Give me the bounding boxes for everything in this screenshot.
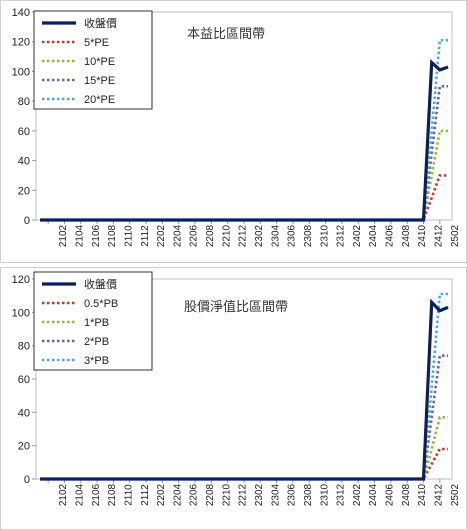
x-tick-label: 2104 bbox=[74, 483, 85, 506]
x-tick-label: 2212 bbox=[238, 483, 249, 506]
y-tick-label: 140 bbox=[12, 7, 30, 19]
x-tick-label: 2102 bbox=[58, 224, 69, 247]
x-tick-label: 2412 bbox=[434, 483, 445, 506]
x-tick-label: 2106 bbox=[91, 224, 102, 247]
x-tick-label: 2402 bbox=[352, 483, 363, 506]
x-tick-label: 2204 bbox=[172, 224, 183, 247]
x-tick-label: 2204 bbox=[172, 483, 183, 506]
x-tick-label: 2312 bbox=[336, 483, 347, 506]
x-tick-label: 2306 bbox=[287, 483, 298, 506]
legend-label: 10*PE bbox=[84, 56, 115, 68]
x-tick-label: 2310 bbox=[319, 483, 330, 506]
legend-label: 收盤價 bbox=[84, 16, 117, 30]
y-tick-label: 120 bbox=[12, 274, 30, 286]
x-tick-label: 2206 bbox=[189, 224, 200, 247]
x-tick-label: 2410 bbox=[417, 224, 428, 247]
x-tick-label: 2308 bbox=[303, 483, 314, 506]
x-tick-label: 2402 bbox=[352, 224, 363, 247]
y-tick-label: 20 bbox=[18, 185, 30, 197]
legend-label: 5*PE bbox=[84, 37, 109, 49]
x-tick-label: 2306 bbox=[287, 224, 298, 247]
x-tick-label: 2304 bbox=[270, 483, 281, 506]
y-tick-label: 120 bbox=[12, 37, 30, 49]
x-tick-label: 2406 bbox=[385, 224, 396, 247]
chart-title: 本益比區間帶 bbox=[187, 26, 265, 41]
x-tick-label: 2202 bbox=[156, 224, 167, 247]
x-tick-label: 2206 bbox=[189, 483, 200, 506]
x-tick-label: 2412 bbox=[434, 224, 445, 247]
y-tick-label: 80 bbox=[18, 341, 30, 353]
x-tick-label: 2302 bbox=[254, 224, 265, 247]
x-tick-label: 2502 bbox=[450, 224, 461, 247]
y-tick-label: 100 bbox=[12, 307, 30, 319]
x-tick-label: 2112 bbox=[140, 484, 151, 506]
x-tick-label: 2302 bbox=[254, 483, 265, 506]
x-tick-label: 2502 bbox=[450, 483, 461, 506]
x-tick-label: 2410 bbox=[417, 483, 428, 506]
y-tick-label: 80 bbox=[18, 96, 30, 108]
legend-label: 3*PB bbox=[84, 355, 109, 367]
x-tick-label: 2110 bbox=[123, 225, 134, 247]
y-tick-label: 60 bbox=[18, 126, 30, 138]
series-line-0 bbox=[40, 298, 449, 481]
x-tick-label: 2304 bbox=[270, 224, 281, 247]
legend-label: 1*PB bbox=[84, 317, 109, 329]
x-tick-label: 2408 bbox=[401, 483, 412, 506]
x-tick-label: 2408 bbox=[401, 224, 412, 247]
x-tick-label: 2112 bbox=[140, 225, 151, 247]
x-tick-label: 2210 bbox=[221, 483, 232, 506]
x-tick-label: 2110 bbox=[123, 484, 134, 506]
y-tick-label: 0 bbox=[24, 474, 30, 486]
x-tick-label: 2210 bbox=[221, 224, 232, 247]
y-tick-label: 100 bbox=[12, 66, 30, 78]
pb-band-chart: 0 20 40 60 80 100 120 2102 2104 2106 2108 2110 2112 2… bbox=[0, 267, 467, 530]
series-line-0 bbox=[40, 59, 449, 222]
x-tick-label: 2208 bbox=[205, 224, 216, 247]
x-tick-label: 2102 bbox=[58, 483, 69, 506]
x-tick-label: 2406 bbox=[385, 483, 396, 506]
x-tick-label: 2202 bbox=[156, 483, 167, 506]
pe-band-chart: 0 20 40 60 80 100 120 140 2102 2104 2106 2108 2110 21… bbox=[0, 0, 467, 263]
legend-label: 20*PE bbox=[84, 94, 115, 106]
y-tick-label: 40 bbox=[18, 407, 30, 419]
chart-title: 股價淨值比區間帶 bbox=[184, 299, 288, 314]
x-tick-label: 2208 bbox=[205, 483, 216, 506]
x-tick-label: 2212 bbox=[238, 224, 249, 247]
legend-label: 收盤價 bbox=[84, 277, 117, 291]
pe-band-chart-svg: 0 20 40 60 80 100 120 140 2102 2104 2106 2108 2110 21… bbox=[0, 0, 467, 263]
y-tick-label: 40 bbox=[18, 156, 30, 168]
x-tick-label: 2104 bbox=[74, 224, 85, 247]
pb-band-chart-svg: 0 20 40 60 80 100 120 2102 2104 2106 2108 2110 2112 2… bbox=[0, 267, 467, 530]
y-tick-label: 0 bbox=[24, 215, 30, 227]
y-tick-label: 60 bbox=[18, 374, 30, 386]
legend-label: 0.5*PB bbox=[84, 298, 118, 310]
x-tick-label: 2312 bbox=[336, 224, 347, 247]
x-tick-label: 2404 bbox=[368, 224, 379, 247]
y-tick-label: 20 bbox=[18, 441, 30, 453]
legend-label: 2*PB bbox=[84, 336, 109, 348]
x-tick-label: 2308 bbox=[303, 224, 314, 247]
legend-label: 15*PE bbox=[84, 75, 115, 87]
x-tick-label: 2108 bbox=[107, 483, 118, 506]
x-tick-label: 2108 bbox=[107, 224, 118, 247]
x-tick-label: 2404 bbox=[368, 483, 379, 506]
x-tick-label: 2310 bbox=[319, 224, 330, 247]
x-tick-label: 2106 bbox=[91, 483, 102, 506]
